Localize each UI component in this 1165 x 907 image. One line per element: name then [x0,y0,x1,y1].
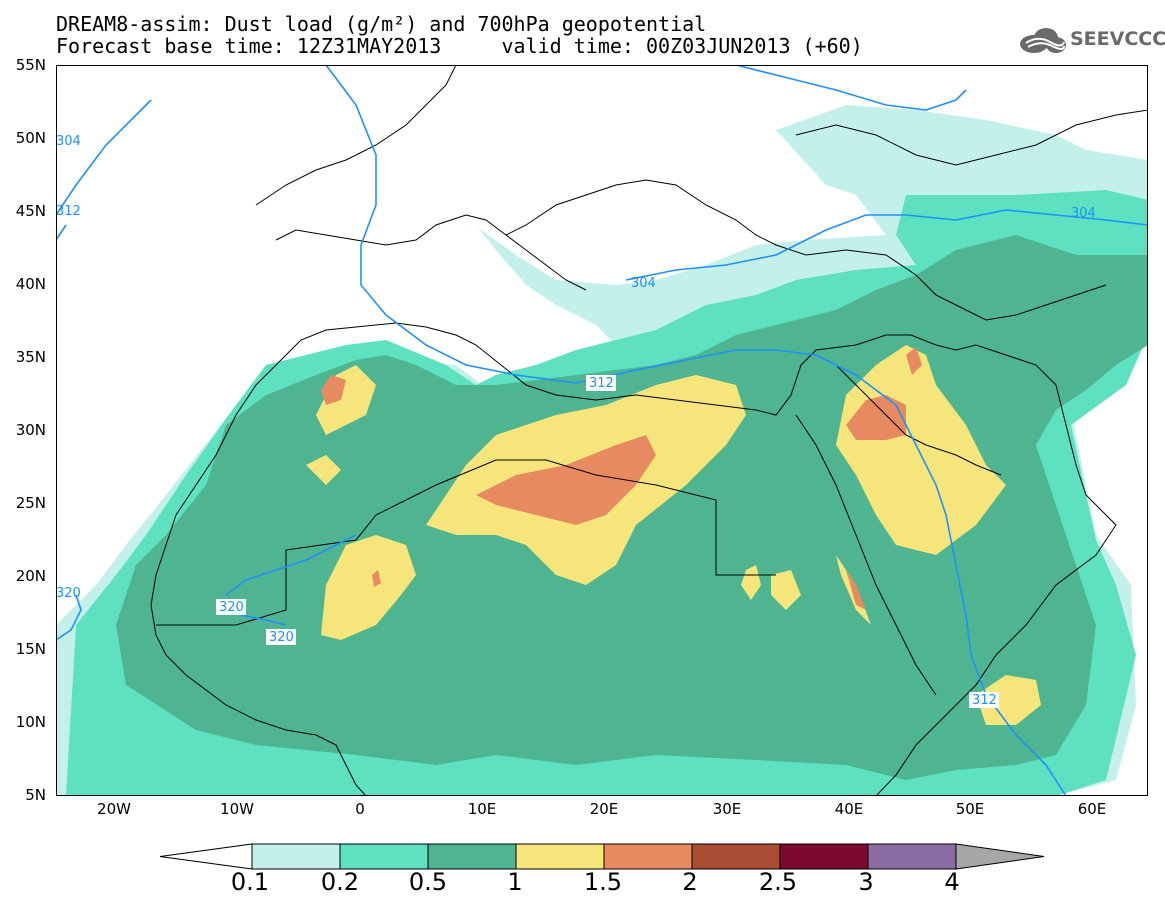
colorbar-label: 0.5 [408,868,448,896]
lat-label: 55N [15,56,46,74]
lat-label: 15N [15,640,46,658]
lon-label: 10W [220,800,254,818]
colorbar-label: 2.5 [758,868,798,896]
colorbar-swatch [779,843,869,870]
contour-label: 304 [631,276,656,291]
map-title: DREAM8-assim: Dust load (g/m²) and 700hP… [56,12,707,36]
lat-label: 50N [15,129,46,147]
colorbar-label: 3 [858,868,874,896]
colorbar-label: 1.5 [583,868,623,896]
lat-label: 30N [15,421,46,439]
colorbar-swatch [427,843,517,870]
dust-shading [56,105,1148,796]
contour-label: 304 [1071,206,1096,221]
lat-label: 20N [15,567,46,585]
colorbar-label: 2 [682,868,698,896]
dust-load-map: 304 312 320 320 312 320 304 304 312 [56,65,1148,796]
contour-label: 320 [56,586,81,601]
lon-label: 40E [834,800,864,818]
colorbar-label: 0.2 [320,868,360,896]
colorbar-label: 4 [944,868,960,896]
lon-label: 0 [355,800,365,818]
contour-label: 304 [56,134,81,149]
lon-label: 20W [97,800,131,818]
lon-label: 50E [955,800,985,818]
seevccc-cloud-logo-icon [1020,28,1066,53]
forecast-times: Forecast base time: 12Z31MAY2013 valid t… [56,34,863,58]
contour-label: 312 [56,204,81,219]
contour-label: 312 [589,376,614,391]
colorbar-label: 0.1 [230,868,270,896]
colorbar-swatch [691,843,781,870]
colorbar-swatch [515,843,605,870]
colorbar-label: 1 [507,868,523,896]
dust-colorbar [160,843,1045,870]
colorbar-swatch [251,843,341,870]
contour-label: 320 [269,630,294,645]
lat-label: 40N [15,275,46,293]
colorbar-swatch [603,843,693,870]
lat-label: 25N [15,494,46,512]
lat-label: 35N [15,348,46,366]
lon-label: 60E [1077,800,1107,818]
coastlines [150,65,1148,796]
contour-labels: 304 312 320 320 312 320 304 304 312 [56,134,1096,708]
lat-label: 10N [15,713,46,731]
contour-label: 320 [219,600,244,615]
contour-label: 312 [972,693,997,708]
lon-label: 20E [589,800,619,818]
lat-label: 5N [25,786,46,804]
colorbar-swatch [339,843,429,870]
seevccc-logo-text: SEEVCCC [1070,28,1165,50]
lon-label: 10E [467,800,497,818]
lat-label: 45N [15,202,46,220]
lon-label: 30E [712,800,742,818]
colorbar-swatch [867,843,957,870]
